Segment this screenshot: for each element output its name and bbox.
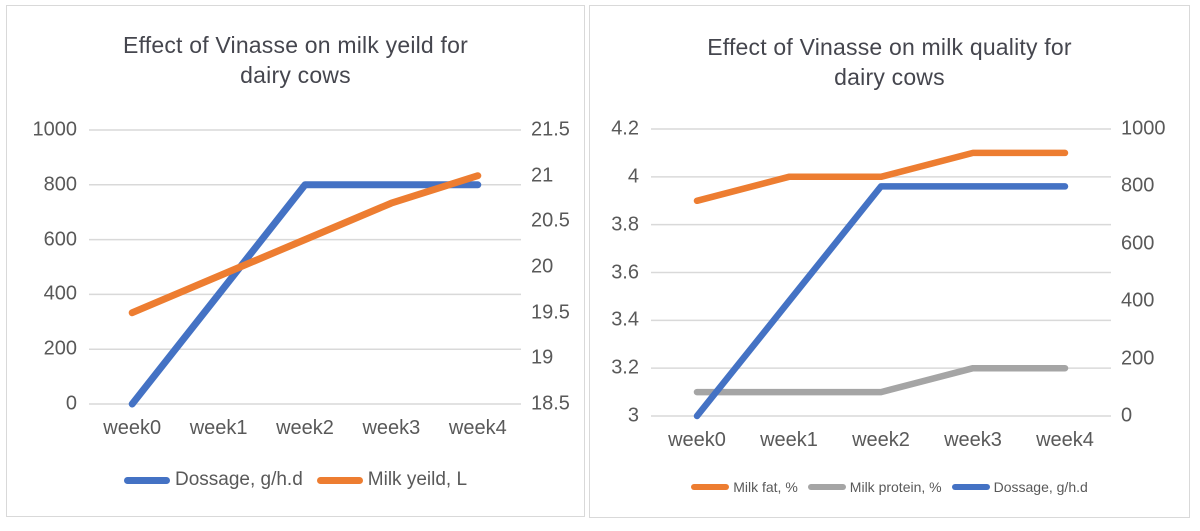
plot-area-milk-quality — [651, 128, 1111, 420]
legend-label: Milk fat, % — [733, 479, 798, 495]
milk-yield-chart-panel: Effect of Vinasse on milk yeild for dair… — [6, 5, 585, 517]
milk-yeild-l-line — [128, 172, 482, 317]
milk-fat-line — [693, 149, 1069, 205]
secondary-y-axis-tick-label: 20 — [531, 255, 554, 278]
secondary-y-axis-tick-label: 600 — [1121, 232, 1155, 255]
milk-quality-chart-panel: Effect of Vinasse on milk quality for da… — [589, 5, 1190, 518]
legend-item-dossage-g-h-d: Dossage, g/h.d — [123, 469, 303, 491]
legend-milk-quality: Milk fat, % Milk protein, % Dossage, g/h.d — [590, 479, 1189, 495]
dossage-g-h-d-line — [693, 183, 1069, 420]
y-axis-tick-label: 600 — [43, 228, 77, 251]
chart-title-line: dairy cows — [834, 64, 945, 90]
x-axis-tick-label: week4 — [448, 417, 507, 439]
y-axis-tick-label: 800 — [43, 173, 77, 196]
y-axis-tick-label: 200 — [43, 337, 77, 360]
legend-item-milk-fat: Milk fat, % — [691, 479, 798, 495]
chart-title-milk-yield: Effect of Vinasse on milk yeild for dair… — [7, 30, 584, 90]
y-axis-tick-label: 4 — [627, 165, 639, 188]
secondary-y-axis-tick-label: 0 — [1121, 404, 1133, 427]
secondary-y-axis-tick-label: 20.5 — [531, 209, 570, 232]
y-axis-tick-label: 1000 — [32, 118, 78, 141]
legend-label: Dossage, g/h.d — [174, 469, 303, 490]
milk-protein-line — [693, 364, 1069, 396]
legend-label: Milk yeild, L — [367, 469, 468, 490]
x-axis-tick-label: week2 — [276, 417, 334, 439]
legend-item-dossage-g-h-d: Dossage, g/h.d — [951, 479, 1088, 495]
plot-area-milk-yield — [89, 129, 521, 408]
legend-item-milk-yeild-l: Milk yeild, L — [316, 469, 468, 491]
legend-swatch-dossage-g-h-d — [951, 484, 990, 490]
secondary-y-axis-tick-label: 1000 — [1121, 117, 1166, 140]
x-axis-tick-label: week0 — [103, 417, 162, 439]
x-axis-tick-label: week1 — [189, 417, 248, 439]
chart-title-line: dairy cows — [240, 62, 351, 88]
y-axis-tick-label: 3 — [627, 404, 639, 427]
secondary-y-axis-tick-label: 19 — [531, 346, 554, 369]
dossage-g-h-d-line — [128, 181, 482, 408]
legend-item-milk-protein: Milk protein, % — [807, 479, 942, 495]
secondary-y-axis-tick-label: 400 — [1121, 289, 1155, 312]
y-axis-tick-label: 0 — [65, 392, 77, 415]
secondary-y-axis-tick-label: 18.5 — [531, 392, 570, 415]
x-axis-tick-label: week3 — [362, 417, 421, 439]
legend-swatch-milk-yeild-l — [316, 476, 363, 484]
x-axis-tick-label: week0 — [668, 429, 726, 451]
y-axis-tick-label: 3.6 — [611, 261, 639, 283]
y-axis-tick-label: 3.4 — [611, 308, 639, 331]
chart-title-line: Effect of Vinasse on milk yeild for — [123, 32, 468, 58]
secondary-y-axis-tick-label: 19.5 — [531, 301, 570, 324]
y-axis-tick-label: 4.2 — [611, 117, 639, 140]
secondary-y-axis-tick-label: 21 — [531, 164, 554, 187]
legend-swatch-milk-protein — [807, 484, 846, 490]
legend-swatch-dossage-g-h-d — [123, 476, 170, 484]
chart-title-milk-quality: Effect of Vinasse on milk quality for da… — [590, 32, 1189, 92]
legend-milk-yield: Dossage, g/h.d Milk yeild, L — [7, 469, 584, 491]
secondary-y-axis-tick-label: 800 — [1121, 174, 1155, 197]
chart-title-line: Effect of Vinasse on milk quality for — [707, 34, 1072, 60]
legend-label: Milk protein, % — [849, 479, 942, 495]
legend-label: Dossage, g/h.d — [993, 479, 1088, 495]
y-axis-tick-label: 3.8 — [611, 213, 639, 236]
x-axis-tick-label: week1 — [760, 429, 818, 451]
y-axis-tick-label: 400 — [43, 282, 77, 305]
secondary-y-axis-tick-label: 200 — [1121, 347, 1155, 370]
legend-swatch-milk-fat — [691, 484, 730, 490]
x-axis-tick-label: week2 — [852, 429, 910, 451]
x-axis-tick-label: week4 — [1036, 429, 1094, 451]
secondary-y-axis-tick-label: 21.5 — [531, 118, 570, 141]
y-axis-tick-label: 3.2 — [611, 356, 639, 379]
x-axis-tick-label: week3 — [944, 429, 1002, 451]
